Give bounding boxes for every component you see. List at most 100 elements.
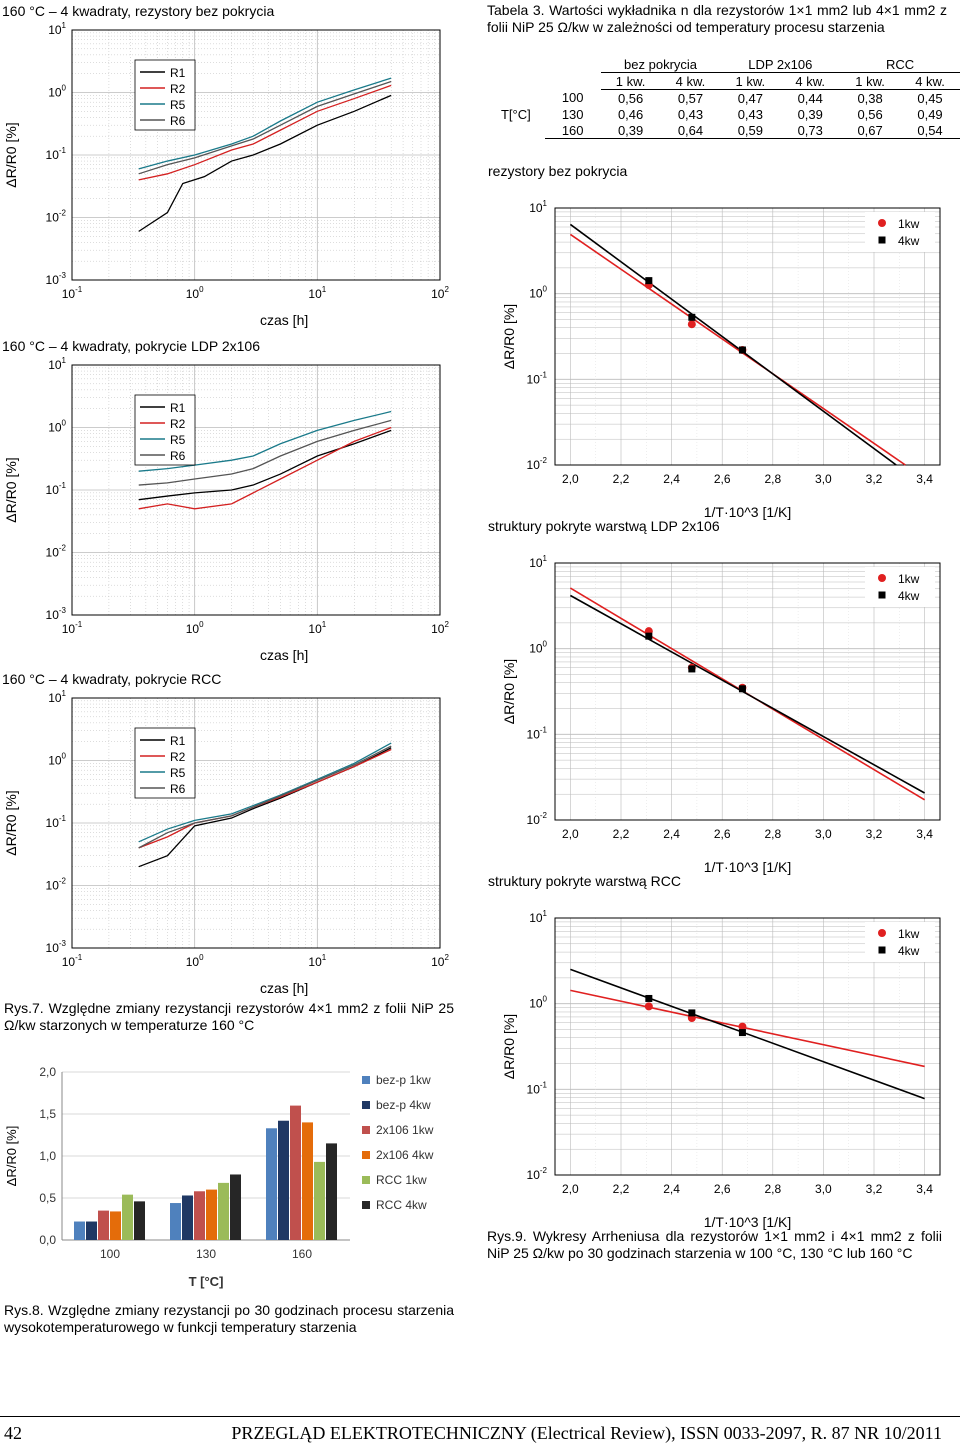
fig9-caption: Rys.9. Wykresy Arrheniusa dla rezystorów… [487, 1228, 942, 1261]
bar [218, 1182, 229, 1240]
arrhenius-chart-2: struktury pokryte warstwą LDP 2x106 2,0 2,… [488, 518, 941, 875]
y-tick-label: 0,5 [39, 1191, 56, 1205]
legend-swatch [878, 574, 886, 582]
group-header-3: RCC [840, 56, 960, 73]
series-line [138, 742, 392, 843]
left-panel-1: 160 °C – 4 kwadraty, rezystory bez pokry… [0, 0, 460, 335]
series-line [138, 94, 392, 232]
legend-label: R1 [170, 734, 186, 748]
x-tick-label: 10-1 [62, 285, 83, 301]
arrhenius-panel-2: struktury pokryte warstwą LDP 2x106 2,0 2,… [480, 515, 960, 875]
legend-box [865, 212, 935, 252]
y-tick-label: 101 [529, 554, 547, 570]
bar [290, 1105, 301, 1240]
legend-label: 1kw [898, 927, 920, 941]
y-axis-label: ΔR/R0 [%] [4, 1126, 19, 1187]
data-point [688, 665, 696, 673]
x-tick-label: 3,2 [866, 1182, 883, 1196]
legend-label: R1 [170, 66, 186, 80]
x-axis-label: czas [h] [260, 312, 308, 328]
temp-cell: 160 [544, 122, 601, 139]
x-tick-label: 100 [186, 953, 204, 969]
sub-header: 4 kw. [900, 72, 960, 90]
chart-title: struktury pokryte warstwą RCC [488, 873, 681, 889]
x-tick-label: 101 [308, 285, 326, 301]
value-cell: 0,46 [617, 106, 644, 122]
fit-line [570, 594, 925, 794]
x-tick-label: 3,0 [815, 827, 832, 841]
left-panel-2: 160 °C – 4 kwadraty, pokrycie LDP 2x106 1… [0, 335, 460, 668]
x-tick-label: 2,8 [764, 827, 781, 841]
y-tick-label: 101 [48, 689, 66, 705]
table-row: 130 0,46 0,43 0,43 0,39 0,56 0,49 [487, 106, 960, 122]
x-tick-label: 160 [292, 1247, 312, 1261]
x-axis-label: 1/T·10^3 [1/K] [704, 1214, 792, 1230]
y-tick-label: 101 [529, 199, 547, 215]
x-tick-label: 101 [308, 953, 326, 969]
arrhenius-chart-3: struktury pokryte warstwą RCC 2,0 2,2 2,4 2,… [488, 873, 941, 1230]
value-cell: 0,57 [677, 90, 704, 106]
journal-footer: PRZEGLĄD ELEKTROTECHNICZNY (Electrical R… [231, 1423, 942, 1443]
arrhenius-panel-3: struktury pokryte warstwą RCC 2,0 2,2 2,4 2,… [480, 870, 960, 1230]
bar [182, 1195, 193, 1240]
y-axis-label: ΔR/R0 [%] [3, 122, 19, 187]
x-tick-label: 3,4 [916, 472, 933, 486]
y-tick-label: 101 [529, 909, 547, 925]
x-tick-label: 130 [196, 1247, 216, 1261]
x-tick-label: 102 [431, 285, 449, 301]
arrhenius-chart-1: rezystory bez pokrycia 2,0 2,2 2,4 2,6 2,8 3,0… [488, 163, 941, 520]
fit-line [570, 989, 925, 1068]
legend-swatch [362, 1101, 370, 1109]
x-tick-label: 3,0 [815, 1182, 832, 1196]
legend-label: 2x106 4kw [376, 1148, 434, 1162]
arrhenius-panel-1: rezystory bez pokrycia 2,0 2,2 2,4 2,6 2,8 3,0… [480, 160, 960, 520]
table-row: T[°C] 100 0,56 0,57 0,47 0,44 0,38 0,45 [487, 90, 960, 121]
data-point [738, 685, 746, 693]
bar-chart: 0,0 0,5 1,0 1,5 2,0 100 130 160 T [°C] ΔR/R0 [%] b… [4, 1065, 434, 1289]
y-tick-label: 2,0 [39, 1065, 56, 1079]
y-tick-label: 10-3 [46, 939, 67, 955]
x-tick-label: 10-1 [62, 953, 83, 969]
chart-title: rezystory bez pokrycia [488, 163, 627, 179]
y-tick-label: 100 [529, 640, 547, 656]
legend-label: R5 [170, 98, 186, 112]
sub-header: 1 kw. [720, 72, 781, 90]
y-tick-label: 10-1 [46, 481, 67, 497]
x-tick-label: 3,4 [916, 827, 933, 841]
x-axis-label: 1/T·10^3 [1/K] [704, 859, 792, 875]
group-header-2: LDP 2x106 [720, 56, 841, 73]
loglog-chart-3: 160 °C – 4 kwadraty, pokrycie RCC 10-1 100… [2, 671, 449, 996]
data-point [644, 1002, 653, 1011]
value-cell: 0,47 [737, 90, 763, 106]
value-cell: 0,39 [600, 122, 661, 139]
legend-label: R6 [170, 114, 186, 128]
chart-title: 160 °C – 4 kwadraty, pokrycie RCC [2, 671, 221, 687]
y-tick-label: 10-2 [527, 1166, 548, 1182]
x-tick-label: 2,0 [562, 472, 579, 486]
y-tick-label: 10-2 [46, 877, 67, 893]
chart-title: 160 °C – 4 kwadraty, rezystory bez pokry… [2, 3, 274, 19]
x-tick-label: 101 [308, 620, 326, 636]
data-point [738, 1022, 747, 1031]
bar [86, 1221, 97, 1240]
bar-chart-panel: 0,0 0,5 1,0 1,5 2,0 100 130 160 T [°C] ΔR/R0 [%] b… [0, 1050, 460, 1300]
y-tick-label: 100 [529, 285, 547, 301]
x-axis-label: 1/T·10^3 [1/K] [704, 504, 792, 520]
value-cell: 0,67 [840, 122, 901, 139]
x-tick-label: 102 [431, 620, 449, 636]
legend-label: R6 [170, 449, 186, 463]
fit-line [570, 968, 925, 1100]
table3: bez pokrycia LDP 2x106 RCC 1 kw. 4 kw. 1… [487, 56, 960, 139]
legend-swatch [362, 1176, 370, 1184]
y-tick-label: 1,0 [39, 1149, 56, 1163]
group-header-1: bez pokrycia [600, 56, 721, 73]
y-tick-label: 10-2 [46, 209, 67, 225]
x-tick-label: 2,0 [562, 827, 579, 841]
legend-swatch [878, 236, 886, 244]
bar [206, 1189, 217, 1240]
bar [230, 1174, 241, 1240]
bar [278, 1120, 289, 1240]
y-tick-label: 10-1 [527, 370, 548, 386]
page-number: 42 [4, 1423, 22, 1443]
y-tick-label: 0,0 [39, 1233, 56, 1247]
